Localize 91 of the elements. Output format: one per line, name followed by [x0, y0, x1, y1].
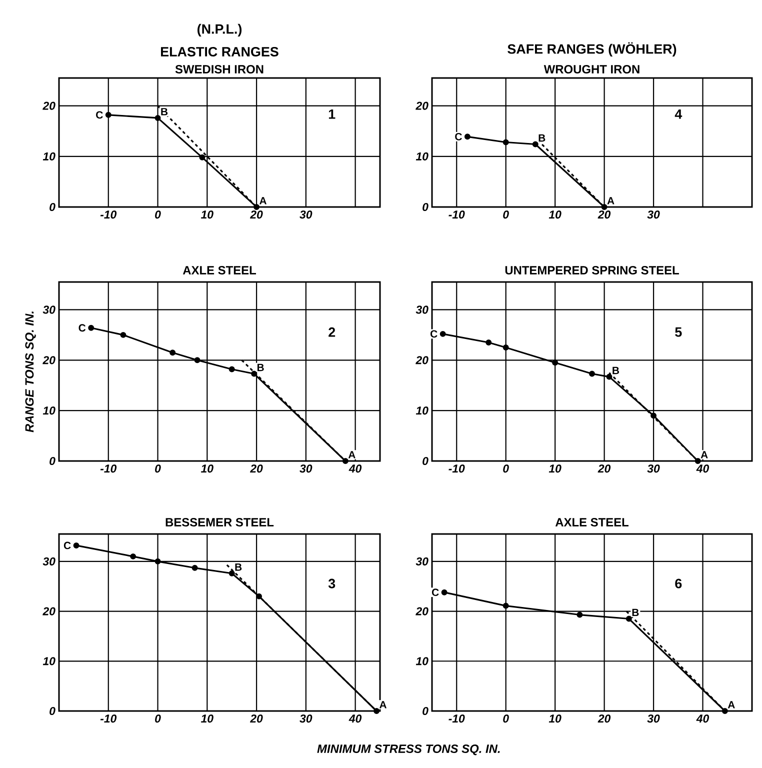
y-tick-label: 10 — [416, 152, 428, 160]
x-tick-label: 10 — [548, 464, 562, 473]
annotation: C — [455, 132, 462, 140]
x-tick-label: -10 — [100, 714, 117, 723]
y-tick-label: 30 — [42, 306, 56, 314]
y-tick-label: 10 — [42, 152, 56, 160]
x-tick-label: 20 — [250, 714, 263, 723]
annotation: A — [700, 451, 708, 458]
x-tick-label: 30 — [647, 210, 660, 219]
y-tick-label: 10 — [42, 406, 56, 415]
chart-title: ELASTIC RANGES — [161, 46, 278, 56]
x-tick-label: 0 — [155, 464, 161, 473]
x-axis-title: MINIMUM STRESS TONS SQ. IN. — [317, 744, 500, 756]
annotation: C — [64, 542, 71, 550]
annotation: B — [612, 366, 620, 374]
x-tick-label: 20 — [250, 464, 263, 473]
annotation: B — [632, 608, 639, 616]
annotation: A — [260, 197, 267, 204]
annotation: B — [257, 364, 264, 372]
y-tick-label: 20 — [42, 356, 56, 364]
y-axis-title: RANGE TONS SQ. IN. — [25, 312, 36, 432]
y-tick-label: 20 — [416, 356, 428, 364]
x-tick-label: 20 — [598, 210, 611, 219]
y-tick-label: 30 — [416, 557, 428, 566]
annotation: 1 — [328, 109, 336, 119]
annotation: B — [161, 108, 168, 116]
x-tick-label: 20 — [250, 210, 263, 219]
y-tick-label: 30 — [42, 557, 56, 566]
annotation: A — [380, 701, 387, 708]
chart-title: BESSEMER STEEL — [166, 518, 274, 526]
text: (N.P.L.) — [198, 24, 242, 36]
x-tick-label: 20 — [598, 714, 611, 723]
x-tick-label: -10 — [448, 714, 465, 723]
x-tick-label: -10 — [100, 210, 117, 219]
annotation: C — [432, 588, 439, 596]
y-tick-label: 10 — [42, 657, 56, 666]
annotation: A — [348, 451, 356, 458]
y-tick-label: 0 — [422, 202, 428, 212]
annotation: 4 — [674, 109, 682, 119]
chart-title: SAFE RANGES (WÖHLER) — [508, 42, 676, 56]
y-tick-label: 0 — [50, 456, 56, 466]
chart-subtitle: SWEDISH IRON — [175, 65, 264, 74]
y-tick-label: 0 — [422, 706, 428, 716]
x-tick-label: 40 — [696, 714, 710, 723]
x-tick-label: 10 — [200, 714, 214, 723]
y-tick-label: 20 — [42, 102, 56, 110]
x-tick-label: -10 — [448, 210, 465, 219]
annotation: C — [78, 324, 86, 332]
annotation: B — [235, 564, 242, 571]
y-tick-label: 0 — [50, 202, 56, 212]
x-tick-label: 0 — [155, 714, 161, 723]
chart-title: UNTEMPERED SPRING STEEL — [505, 266, 679, 274]
x-tick-label: 30 — [300, 714, 312, 723]
annotation: 6 — [675, 578, 682, 588]
x-tick-label: 0 — [503, 210, 509, 219]
y-tick-label: 20 — [416, 102, 428, 110]
x-tick-label: 40 — [696, 464, 710, 473]
x-tick-label: 40 — [348, 714, 362, 723]
x-tick-label: 10 — [548, 210, 562, 219]
y-tick-label: 20 — [42, 607, 56, 616]
y-tick-label: 20 — [416, 607, 428, 616]
chart-title: AXLE STEEL — [182, 266, 256, 274]
annotation: A — [728, 701, 735, 708]
chart-title: AXLE STEEL — [555, 518, 628, 526]
y-tick-label: 0 — [50, 706, 56, 716]
x-tick-label: -10 — [100, 464, 117, 473]
annotation: 5 — [675, 327, 682, 337]
x-tick-label: 10 — [200, 210, 214, 219]
x-tick-label: 20 — [598, 464, 611, 473]
annotation: B — [538, 134, 546, 142]
annotation: C — [430, 330, 438, 338]
annotation: 2 — [328, 327, 336, 337]
x-tick-label: 40 — [348, 464, 362, 473]
chart-subtitle: WROUGHT IRON — [544, 65, 640, 74]
x-tick-label: -10 — [448, 464, 465, 473]
x-tick-label: 0 — [155, 210, 161, 219]
x-tick-label: 30 — [647, 714, 660, 723]
y-tick-label: 10 — [416, 657, 428, 666]
annotation: C — [96, 111, 103, 119]
y-tick-label: 30 — [416, 306, 428, 314]
x-tick-label: 30 — [647, 464, 660, 473]
x-tick-label: 0 — [503, 464, 509, 473]
annotation: 3 — [328, 578, 336, 588]
x-tick-label: 0 — [503, 714, 509, 723]
x-tick-label: 10 — [200, 464, 214, 473]
y-tick-label: 10 — [416, 406, 428, 415]
x-tick-label: 30 — [300, 210, 312, 219]
y-tick-label: 0 — [422, 456, 428, 466]
annotation: A — [607, 197, 614, 204]
x-tick-label: 30 — [300, 464, 312, 473]
x-tick-label: 10 — [548, 714, 562, 723]
